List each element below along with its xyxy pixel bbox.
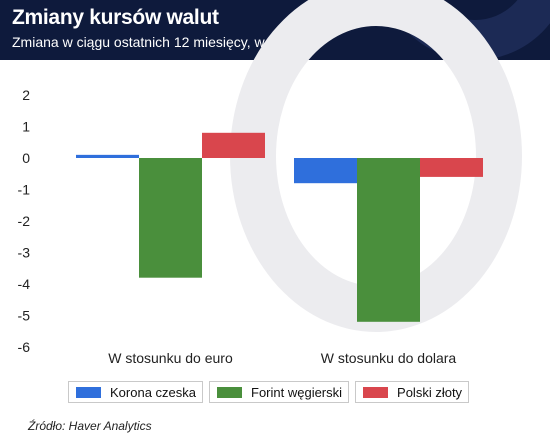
bar xyxy=(357,158,420,322)
bar xyxy=(76,154,139,158)
bar xyxy=(139,158,202,278)
legend-label: Korona czeska xyxy=(110,384,196,400)
legend-item: Korona czeska xyxy=(68,381,203,403)
y-tick-label: -2 xyxy=(18,213,31,229)
legend: Korona czeska Forint węgierski Polski złot… xyxy=(68,381,470,403)
source-note: Źródło: Haver Analytics xyxy=(28,419,152,433)
y-tick-label: -6 xyxy=(18,339,31,355)
chart-subtitle: Zmiana w ciągu ostatnich 12 miesięcy, w … xyxy=(12,34,300,50)
bar xyxy=(420,158,483,177)
bar-chart: 2 1 0 -1 -2 -3 -4 -5 -6 W stosunku do euro W stosu… xyxy=(18,87,483,366)
legend-label: Polski złoty xyxy=(397,384,463,400)
y-tick-label: 0 xyxy=(22,150,30,166)
y-tick-label: -4 xyxy=(18,276,31,292)
legend-swatch xyxy=(76,386,101,398)
y-tick-label: -3 xyxy=(18,245,31,261)
chart-title: Zmiany kursów walut xyxy=(12,6,219,29)
y-tick-label: 2 xyxy=(22,87,30,103)
y-tick-label: 1 xyxy=(22,119,30,135)
x-category-label: W stosunku do euro xyxy=(108,350,233,366)
legend-item: Forint węgierski xyxy=(209,381,350,403)
legend-item: Polski złoty xyxy=(355,381,470,403)
x-category-label: W stosunku do dolara xyxy=(321,350,457,366)
bar xyxy=(202,132,265,158)
legend-swatch xyxy=(217,386,242,398)
y-tick-label: -1 xyxy=(18,182,31,198)
bar xyxy=(294,158,357,184)
y-tick-label: -5 xyxy=(18,308,31,324)
legend-label: Forint węgierski xyxy=(251,384,343,400)
legend-swatch xyxy=(363,386,389,398)
